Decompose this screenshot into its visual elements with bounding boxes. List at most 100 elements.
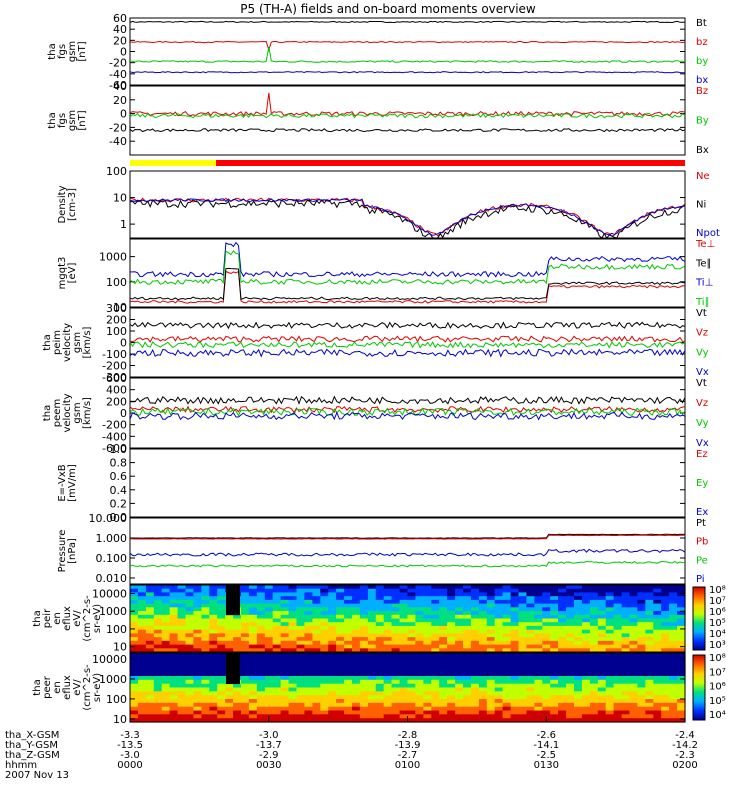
x-row-label: tha_Z-GSM: [5, 750, 60, 761]
x-row-label: tha_Y-GSM: [5, 740, 58, 751]
x-tick-label: 0130: [534, 760, 559, 771]
y-tick-label: 1000: [99, 251, 127, 264]
y-tick-label: 100: [106, 165, 127, 178]
legend-Pb: Pb: [696, 537, 708, 548]
legend-Pe: Pe: [696, 555, 708, 566]
y-tick-label: -200: [102, 360, 127, 373]
x-tick-label: 0000: [117, 760, 142, 771]
y-tick-label: 400: [106, 384, 127, 397]
mode-bar-fast: [216, 160, 685, 166]
series-Vy: [129, 407, 686, 417]
x-tick-label: -2.5: [537, 750, 557, 761]
legend-Vx: Vx: [696, 367, 709, 378]
legend-Vt: Vt: [696, 378, 707, 389]
legend-Vt: Vt: [696, 308, 707, 319]
y-tick-label: 0.2: [110, 497, 128, 510]
legend-Vy: Vy: [696, 347, 709, 358]
panel-7: 1.00.80.60.40.20.0 E=-VxB[mV/m] Ez Ey Ex: [57, 443, 708, 524]
panel-frame: [129, 17, 686, 86]
y-tick-label: 100: [106, 276, 127, 289]
y-tick-label: 1: [120, 218, 127, 231]
x-row-label: tha_X-GSM: [5, 730, 59, 741]
series-Pb: [130, 534, 685, 540]
colorbar: [692, 586, 706, 651]
series-Ni: [129, 198, 686, 239]
y-tick-label: -300: [102, 371, 127, 384]
colorbar-label: 10⁶: [709, 682, 726, 693]
x-row-label: hhmm: [5, 760, 37, 771]
panel-3: 100 10 1 Density[cm-3] Ne Ni Npot: [57, 165, 720, 239]
legend-Bt: Bt: [696, 18, 707, 29]
y-tick-label: -60: [109, 79, 127, 92]
series-Bx: [129, 128, 686, 133]
series-Pe: [129, 560, 686, 568]
legend-Te∥: Te∥: [695, 258, 712, 269]
x-axis-labels: tha_X-GSM -3.3 -3.0 -2.8 -2.6 -2.4 tha_Y-GSM -1…: [5, 716, 698, 781]
y-tick-label: 200: [106, 395, 127, 408]
legend-Ex: Ex: [696, 507, 708, 518]
x-tick-label: -3.0: [120, 750, 140, 761]
legend-Vy: Vy: [696, 418, 709, 429]
x-tick-label: -14.1: [533, 740, 559, 751]
y-tick-label: 10: [113, 641, 127, 654]
y-axis-label: thapeemvelocitygsm[km/s]: [42, 393, 93, 432]
series-Vz: [129, 335, 686, 343]
colorbar-label: 10⁸: [709, 585, 726, 596]
x-tick-label: -13.9: [395, 740, 421, 751]
colorbar-label: 10³: [709, 640, 726, 651]
y-tick-label: 1000: [99, 673, 127, 686]
colorbar-label: 10⁴: [709, 629, 726, 640]
y-tick-label: 0: [120, 46, 127, 59]
x-tick-label: 0100: [395, 760, 420, 771]
panel-frame: [129, 238, 686, 308]
colorbar-label: 10⁸: [709, 653, 726, 664]
x-tick-label: 0200: [672, 760, 697, 771]
x-tick-label: -2.6: [537, 730, 557, 741]
series-Vz: [129, 405, 686, 414]
legend-Vx: Vx: [696, 438, 709, 449]
y-tick-label: -20: [109, 121, 127, 134]
y-tick-label: 20: [113, 34, 127, 47]
date-label: 2007 Nov 13: [5, 770, 69, 781]
colorbar-label: 10⁵: [709, 696, 726, 707]
x-tick-label: -2.4: [675, 730, 695, 741]
y-tick-label: 0.4: [110, 484, 128, 497]
legend-Ni: Ni: [696, 200, 706, 211]
y-tick-label: -40: [109, 135, 127, 148]
legend-Ne: Ne: [696, 171, 710, 182]
colorbar: [692, 654, 706, 721]
x-tick-label: -3.3: [120, 730, 140, 741]
y-tick-label: 600: [106, 372, 127, 385]
x-tick-label: -3.0: [259, 730, 279, 741]
colorbar-label: 10⁷: [709, 596, 726, 607]
y-tick-label: 1000: [99, 605, 127, 618]
series-Bt: [129, 20, 686, 24]
series-Ti⊥: [129, 241, 686, 278]
y-axis-label: thafgsgsm[nT]: [47, 41, 88, 62]
legend-Bz: Bz: [696, 86, 708, 97]
y-tick-label: 200: [106, 314, 127, 327]
y-tick-label: 300: [106, 302, 127, 315]
series-Vx: [129, 348, 686, 358]
y-tick-label: 100: [106, 325, 127, 338]
legend-Pt: Pt: [696, 518, 706, 529]
y-tick-label: 1.000: [96, 532, 128, 545]
panel-frame: [129, 584, 686, 653]
series-Pt: [129, 533, 686, 539]
legend-Vz: Vz: [696, 328, 708, 339]
legend-By: By: [696, 116, 709, 127]
y-tick-label: 40: [113, 80, 127, 93]
y-tick-label: 0.6: [110, 470, 128, 483]
legend-Ey: Ey: [696, 478, 708, 489]
series-bz: [129, 40, 686, 52]
y-tick-label: 0.100: [96, 552, 128, 565]
x-tick-label: 0030: [256, 760, 281, 771]
colorbar-label: 10⁶: [709, 607, 726, 618]
legend-bz: bz: [696, 37, 708, 48]
panel-frame: [129, 448, 686, 518]
